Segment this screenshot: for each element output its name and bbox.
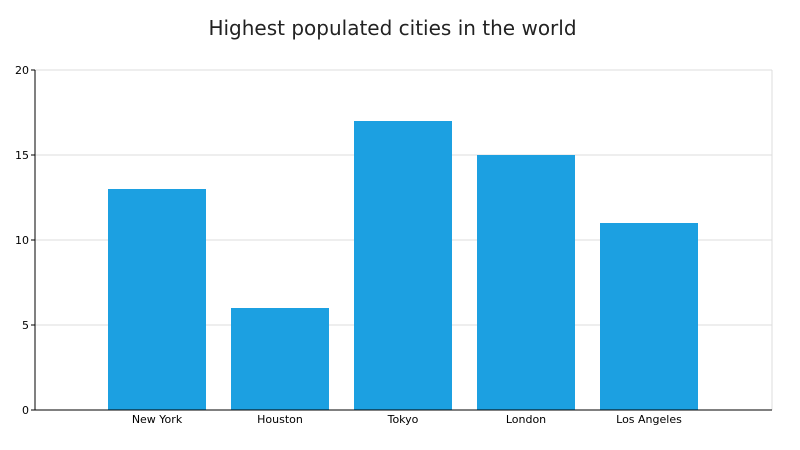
y-tick-label: 20: [15, 64, 29, 77]
x-tick-label: Houston: [257, 413, 303, 426]
bar: [477, 155, 575, 410]
y-tick-label: 5: [22, 319, 29, 332]
chart-title: Highest populated cities in the world: [208, 16, 577, 40]
y-tick-label: 10: [15, 234, 29, 247]
y-tick-label: 15: [15, 149, 29, 162]
x-tick-label: New York: [132, 413, 183, 426]
y-tick-labels: 0 5 10 15 20: [15, 64, 29, 417]
x-tick-label: London: [506, 413, 546, 426]
x-tick-label: Los Angeles: [616, 413, 682, 426]
bar: [600, 223, 698, 410]
bar: [354, 121, 452, 410]
bar: [108, 189, 206, 410]
bar: [231, 308, 329, 410]
y-tick-label: 0: [22, 404, 29, 417]
x-tick-labels: New York Houston Tokyo London Los Angeles: [132, 413, 682, 426]
x-tick-label: Tokyo: [387, 413, 419, 426]
bars: [108, 121, 698, 410]
axes: [31, 69, 773, 411]
